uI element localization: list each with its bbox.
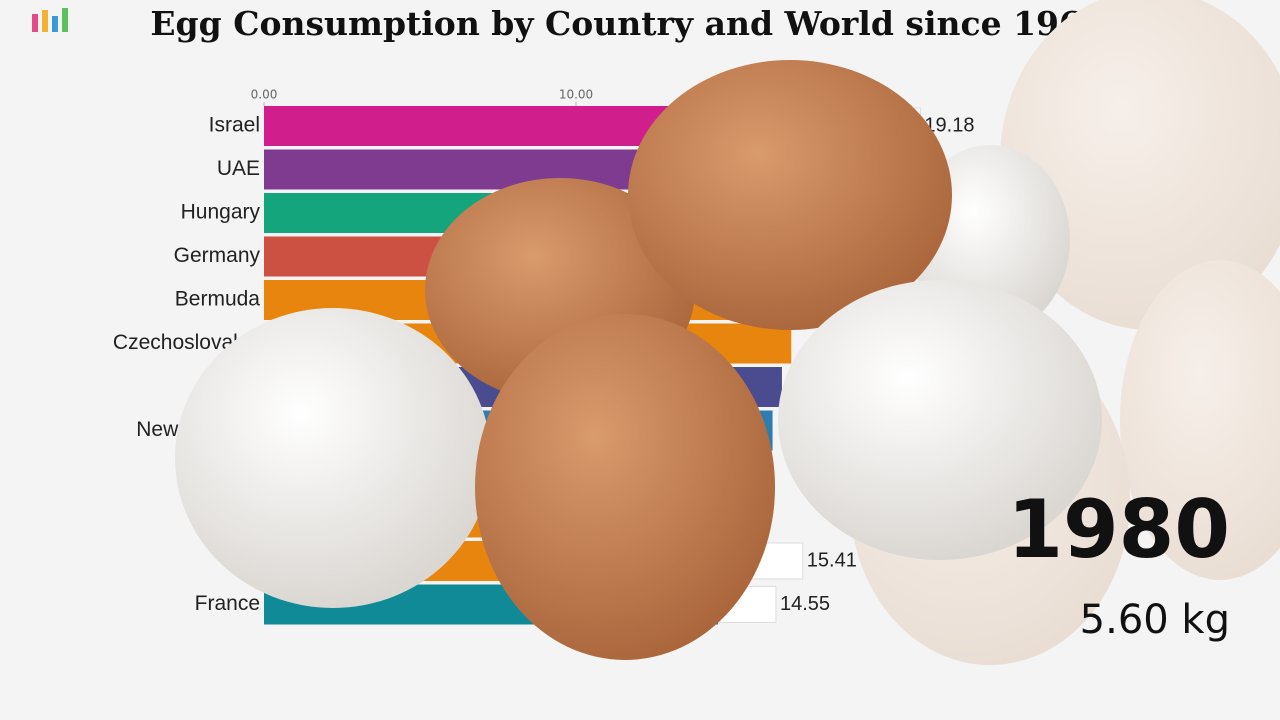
value-label: 14.55 — [780, 593, 830, 615]
value-label: 15.41 — [807, 549, 857, 571]
egg-overlay — [175, 60, 1102, 660]
category-label: Germany — [174, 244, 261, 267]
world-value: 5.60 kg — [1080, 597, 1230, 643]
category-label: Israel — [209, 114, 260, 137]
value-label: 19.18 — [924, 114, 974, 136]
category-label: Hungary — [181, 201, 261, 224]
chart-title: Egg Consumption by Country and World sin… — [150, 4, 1193, 43]
x-tick-label: 10.00 — [559, 88, 593, 102]
category-label: UAE — [217, 157, 260, 180]
category-label: Bermuda — [175, 288, 261, 311]
year: 1980 — [1007, 483, 1230, 576]
x-tick-label: 0.00 — [251, 88, 278, 102]
category-label: France — [195, 592, 260, 615]
logo — [32, 8, 68, 32]
category-label: Czechoslovakia — [113, 331, 260, 354]
